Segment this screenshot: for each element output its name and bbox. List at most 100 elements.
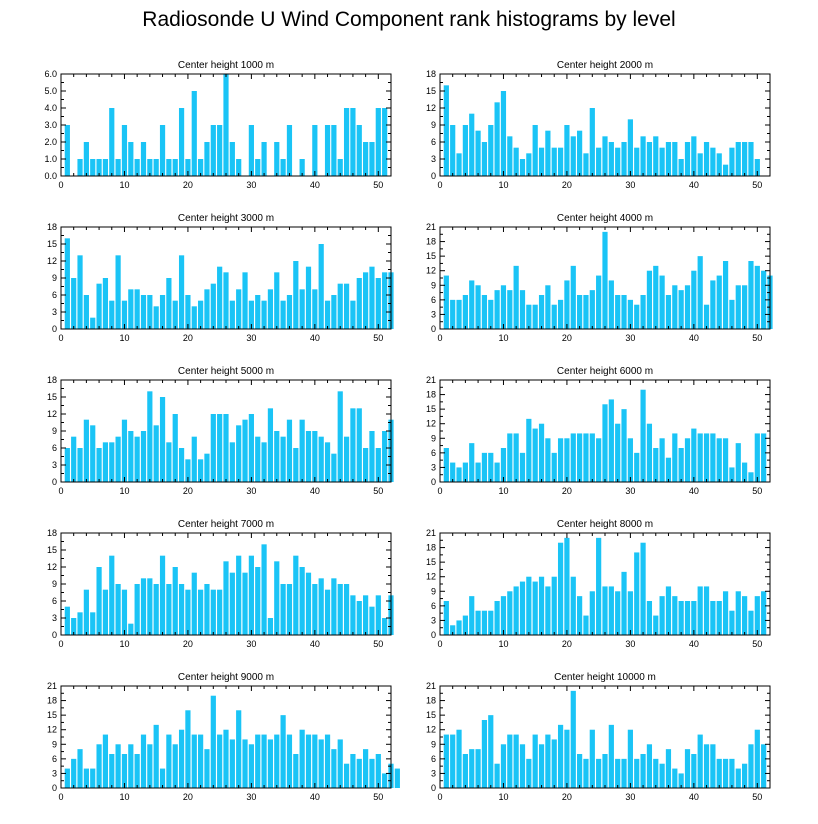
x-tick-label: 40 xyxy=(310,486,320,496)
histogram-bar xyxy=(615,147,621,176)
histogram-bar xyxy=(596,438,602,482)
histogram-bar xyxy=(128,431,134,482)
x-tick-label: 50 xyxy=(752,486,762,496)
histogram-bar xyxy=(178,448,185,482)
x-tick-label: 30 xyxy=(625,486,635,496)
histogram-bar xyxy=(115,159,121,176)
y-tick-label: 18 xyxy=(47,696,57,706)
histogram-bar xyxy=(198,159,204,176)
histogram-bar xyxy=(710,433,716,482)
figure-title: Radiosonde U Wind Component rank histogr… xyxy=(142,8,676,31)
histogram-bar xyxy=(596,758,602,788)
x-tick-label: 20 xyxy=(562,792,572,802)
histogram-bar xyxy=(267,739,274,788)
histogram-bar xyxy=(557,147,564,176)
histogram-bar xyxy=(684,438,691,482)
histogram-bar xyxy=(500,285,507,329)
histogram-bar xyxy=(83,589,89,635)
histogram-bar xyxy=(653,136,659,176)
histogram-bar xyxy=(153,425,159,482)
histogram-bar xyxy=(299,289,305,329)
y-tick-label: 3 xyxy=(431,768,436,778)
histogram-bar xyxy=(109,300,115,329)
x-tick-label: 0 xyxy=(58,792,63,802)
histogram-bar xyxy=(267,289,274,329)
histogram-bar xyxy=(761,744,767,788)
histogram-bar xyxy=(369,758,375,788)
histogram-bar xyxy=(748,261,754,329)
x-tick-label: 20 xyxy=(183,486,193,496)
histogram-bar xyxy=(691,601,697,635)
y-tick-label: 0 xyxy=(52,783,57,793)
histogram-bar xyxy=(494,462,500,482)
panel-title: Center height 2000 m xyxy=(557,60,653,71)
histogram-bar xyxy=(172,159,178,176)
histogram-bar xyxy=(242,419,248,482)
y-tick-label: 21 xyxy=(426,681,436,691)
histogram-bar xyxy=(678,448,684,482)
histogram-bar xyxy=(615,758,621,788)
histogram-bar xyxy=(583,433,589,482)
histogram-bar xyxy=(494,763,500,788)
histogram-bar xyxy=(147,391,153,482)
histogram-bar xyxy=(577,754,583,788)
histogram-bar xyxy=(286,295,293,329)
histogram-bar xyxy=(293,448,299,482)
histogram-bar xyxy=(532,581,538,635)
histogram-bar xyxy=(204,453,210,482)
y-tick-label: 3 xyxy=(431,462,436,472)
histogram-bar xyxy=(102,159,109,176)
histogram-bar xyxy=(77,448,83,482)
histogram-bar xyxy=(519,290,526,329)
histogram-bar xyxy=(121,125,128,176)
histogram-bar xyxy=(494,601,500,635)
histogram-bar xyxy=(627,729,633,788)
y-tick-label: 5.0 xyxy=(44,86,57,96)
histogram-bar xyxy=(223,414,229,482)
histogram-bar xyxy=(589,729,595,788)
histogram-bar xyxy=(159,125,166,176)
histogram-bar xyxy=(77,159,83,176)
x-tick-label: 10 xyxy=(119,486,129,496)
histogram-bar xyxy=(90,612,96,635)
histogram-bar xyxy=(494,290,500,329)
histogram-bar xyxy=(159,555,166,635)
histogram-bar xyxy=(242,272,248,329)
histogram-bar xyxy=(204,749,210,788)
histogram-bar xyxy=(318,436,324,482)
x-tick-label: 20 xyxy=(562,486,572,496)
histogram-bar xyxy=(274,142,280,176)
panel-title: Center height 5000 m xyxy=(178,366,274,377)
histogram-bar xyxy=(210,125,216,176)
histogram-bar xyxy=(324,300,331,329)
x-tick-label: 40 xyxy=(310,180,320,190)
histogram-bar xyxy=(356,125,362,176)
histogram-bar xyxy=(640,136,646,176)
histogram-bar xyxy=(102,278,109,329)
histogram-bar xyxy=(507,734,513,788)
y-tick-label: 12 xyxy=(426,419,436,429)
histogram-bar xyxy=(369,431,375,482)
histogram-bar xyxy=(691,136,697,176)
histogram-bar xyxy=(697,586,703,635)
histogram-bar xyxy=(684,285,691,329)
y-tick-label: 12 xyxy=(426,103,436,113)
histogram-bar xyxy=(293,261,299,329)
histogram-bar xyxy=(261,442,267,482)
histogram-bar xyxy=(350,754,356,788)
histogram-bar xyxy=(665,295,672,329)
histogram-bar xyxy=(255,159,261,176)
histogram-bar xyxy=(672,596,678,635)
histogram-bar xyxy=(602,231,608,329)
histogram-bar xyxy=(90,768,96,788)
histogram-bar xyxy=(255,734,261,788)
y-tick-label: 3 xyxy=(431,615,436,625)
histogram-bar xyxy=(382,431,388,482)
histogram-bar xyxy=(121,589,128,635)
histogram-bar xyxy=(659,763,665,788)
histogram-panel-9: Center height 9000 m 0 10 20 30 40 50 0 3 6 9 12 15 1… xyxy=(47,672,400,802)
histogram-bar xyxy=(236,555,242,635)
histogram-bar xyxy=(331,453,337,482)
histogram-bar xyxy=(602,754,608,788)
histogram-bar xyxy=(627,591,633,635)
